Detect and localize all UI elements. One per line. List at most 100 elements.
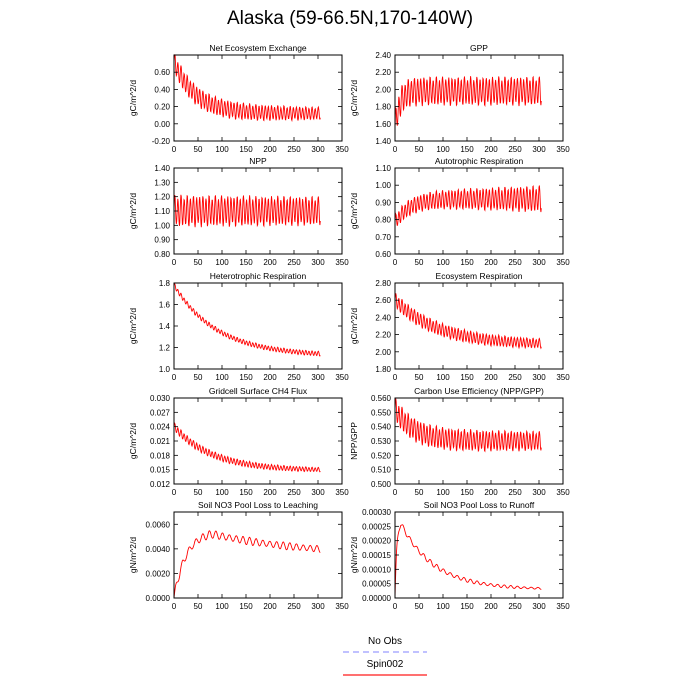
- series-line-Spin002: [394, 185, 542, 226]
- series-line-Spin002: [173, 53, 321, 123]
- y-tick-label: 0.018: [150, 451, 171, 460]
- x-tick-label: 0: [172, 488, 177, 497]
- x-tick-label: 150: [239, 488, 253, 497]
- y-tick-label: 0.00015: [362, 551, 391, 560]
- x-tick-label: 100: [215, 373, 229, 382]
- series-line-Spin002: [394, 524, 542, 599]
- plot-frame: [173, 282, 343, 370]
- x-tick-label: 300: [311, 145, 325, 154]
- x-tick-label: 100: [436, 145, 450, 154]
- y-tick-label: 0.00: [154, 120, 170, 129]
- x-tick-label: 200: [263, 145, 277, 154]
- x-tick-label: 0: [393, 602, 398, 611]
- series-line-Spin002: [173, 283, 321, 357]
- plot-frame: [394, 167, 564, 255]
- x-tick-label: 300: [311, 488, 325, 497]
- x-tick-label: 350: [335, 258, 349, 267]
- y-tick-label: -0.20: [152, 137, 171, 146]
- x-tick-label: 50: [194, 373, 203, 382]
- y-tick-label: 2.00: [375, 85, 391, 94]
- plot-frame: [173, 511, 343, 599]
- y-tick-label: 0.00020: [362, 537, 391, 546]
- y-tick-label: 1.80: [375, 103, 391, 112]
- y-tick-label: 0.540: [371, 423, 392, 432]
- panel-2: 0 50 100 150 200 250 300 350 0.80 0.90 1.00 1.10 1.2…: [128, 156, 349, 267]
- x-tick-label: 250: [287, 258, 301, 267]
- y-tick-label: 1.40: [375, 137, 391, 146]
- y-tick-label: 2.40: [375, 51, 391, 60]
- y-tick-label: 1.80: [375, 365, 391, 374]
- series-line-Spin002: [173, 194, 321, 228]
- panel-title: Autotrophic Respiration: [435, 156, 524, 166]
- panel-5: 0 50 100 150 200 250 300 350 1.80 2.00 2.20 2.40 2.6…: [349, 271, 570, 382]
- y-tick-label: 0.015: [150, 466, 171, 475]
- panel-8: 0 50 100 150 200 250 300 350 0.0000 0.0020 0.0040 0…: [128, 500, 349, 611]
- panel-title: Soil NO3 Pool Loss to Leaching: [198, 500, 318, 510]
- series-line-Spin002: [394, 398, 542, 453]
- panel-4: 0 50 100 150 200 250 300 350 1.0 1.2 1.4 1.6 1.8 Hete…: [128, 271, 349, 382]
- panel-title: Net Ecosystem Exchange: [209, 43, 307, 53]
- x-tick-label: 100: [215, 145, 229, 154]
- panel-title: NPP: [249, 156, 267, 166]
- x-tick-label: 250: [287, 602, 301, 611]
- panel-title: Carbon Use Efficiency (NPP/GPP): [414, 386, 544, 396]
- series-line-Spin002: [394, 293, 542, 350]
- x-tick-label: 50: [415, 145, 424, 154]
- x-tick-label: 200: [484, 373, 498, 382]
- x-tick-label: 200: [263, 488, 277, 497]
- x-tick-label: 100: [436, 488, 450, 497]
- x-tick-label: 250: [508, 602, 522, 611]
- panel-title: GPP: [470, 43, 488, 53]
- y-tick-label: 0.00000: [362, 594, 391, 603]
- y-tick-label: 0.024: [150, 423, 171, 432]
- y-tick-label: 0.500: [371, 480, 392, 489]
- y-tick-label: 1.8: [159, 279, 171, 288]
- x-tick-label: 300: [311, 373, 325, 382]
- x-tick-label: 100: [436, 602, 450, 611]
- panel-7: 0 50 100 150 200 250 300 350 0.500 0.510 0.520 0.53…: [349, 386, 570, 497]
- y-tick-label: 0.012: [150, 480, 171, 489]
- y-tick-label: 0.90: [154, 236, 170, 245]
- y-tick-label: 0.20: [154, 103, 170, 112]
- y-tick-label: 0.510: [371, 466, 392, 475]
- x-tick-label: 200: [263, 258, 277, 267]
- legend-label-no-obs: No Obs: [368, 636, 402, 647]
- y-tick-label: 0.030: [150, 394, 171, 403]
- series-line-Spin002: [394, 75, 542, 129]
- y-tick-label: 2.80: [375, 279, 391, 288]
- x-tick-label: 350: [335, 488, 349, 497]
- y-tick-label: 1.4: [159, 322, 171, 331]
- y-tick-label: 0.00030: [362, 508, 391, 517]
- series-line-Spin002: [173, 530, 321, 599]
- panel-1: 0 50 100 150 200 250 300 350 1.40 1.60 1.80 2.00 2.2…: [349, 43, 570, 154]
- x-tick-label: 150: [239, 373, 253, 382]
- y-tick-label: 0.550: [371, 408, 392, 417]
- plot-frame: [394, 54, 564, 142]
- x-tick-label: 200: [484, 258, 498, 267]
- panel-0: 0 50 100 150 200 250 300 350 -0.20 0.00 0.20 0.40 0.…: [128, 43, 349, 154]
- y-axis-label: gC/m^2/d: [349, 308, 359, 344]
- y-tick-label: 0.40: [154, 85, 170, 94]
- y-tick-label: 2.60: [375, 296, 391, 305]
- y-tick-label: 2.20: [375, 331, 391, 340]
- x-tick-label: 150: [239, 258, 253, 267]
- y-axis-label: gC/m^2/d: [128, 80, 138, 116]
- x-tick-label: 300: [532, 145, 546, 154]
- plot-frame: [173, 54, 343, 142]
- y-axis-label: gN/m^2/d: [128, 537, 138, 573]
- x-tick-label: 200: [263, 373, 277, 382]
- y-tick-label: 0.0040: [146, 545, 171, 554]
- y-tick-label: 0.560: [371, 394, 392, 403]
- x-tick-label: 150: [460, 258, 474, 267]
- x-tick-label: 200: [484, 488, 498, 497]
- y-tick-label: 1.10: [154, 207, 170, 216]
- y-tick-label: 1.0: [159, 365, 171, 374]
- x-tick-label: 250: [287, 488, 301, 497]
- x-tick-label: 0: [172, 258, 177, 267]
- panel-6: 0 50 100 150 200 250 300 350 0.012 0.015 0.018 0.02…: [128, 386, 349, 497]
- x-tick-label: 0: [172, 602, 177, 611]
- x-tick-label: 300: [532, 602, 546, 611]
- y-tick-label: 0.90: [375, 198, 391, 207]
- y-tick-label: 0.70: [375, 233, 391, 242]
- y-tick-label: 0.00005: [362, 580, 391, 589]
